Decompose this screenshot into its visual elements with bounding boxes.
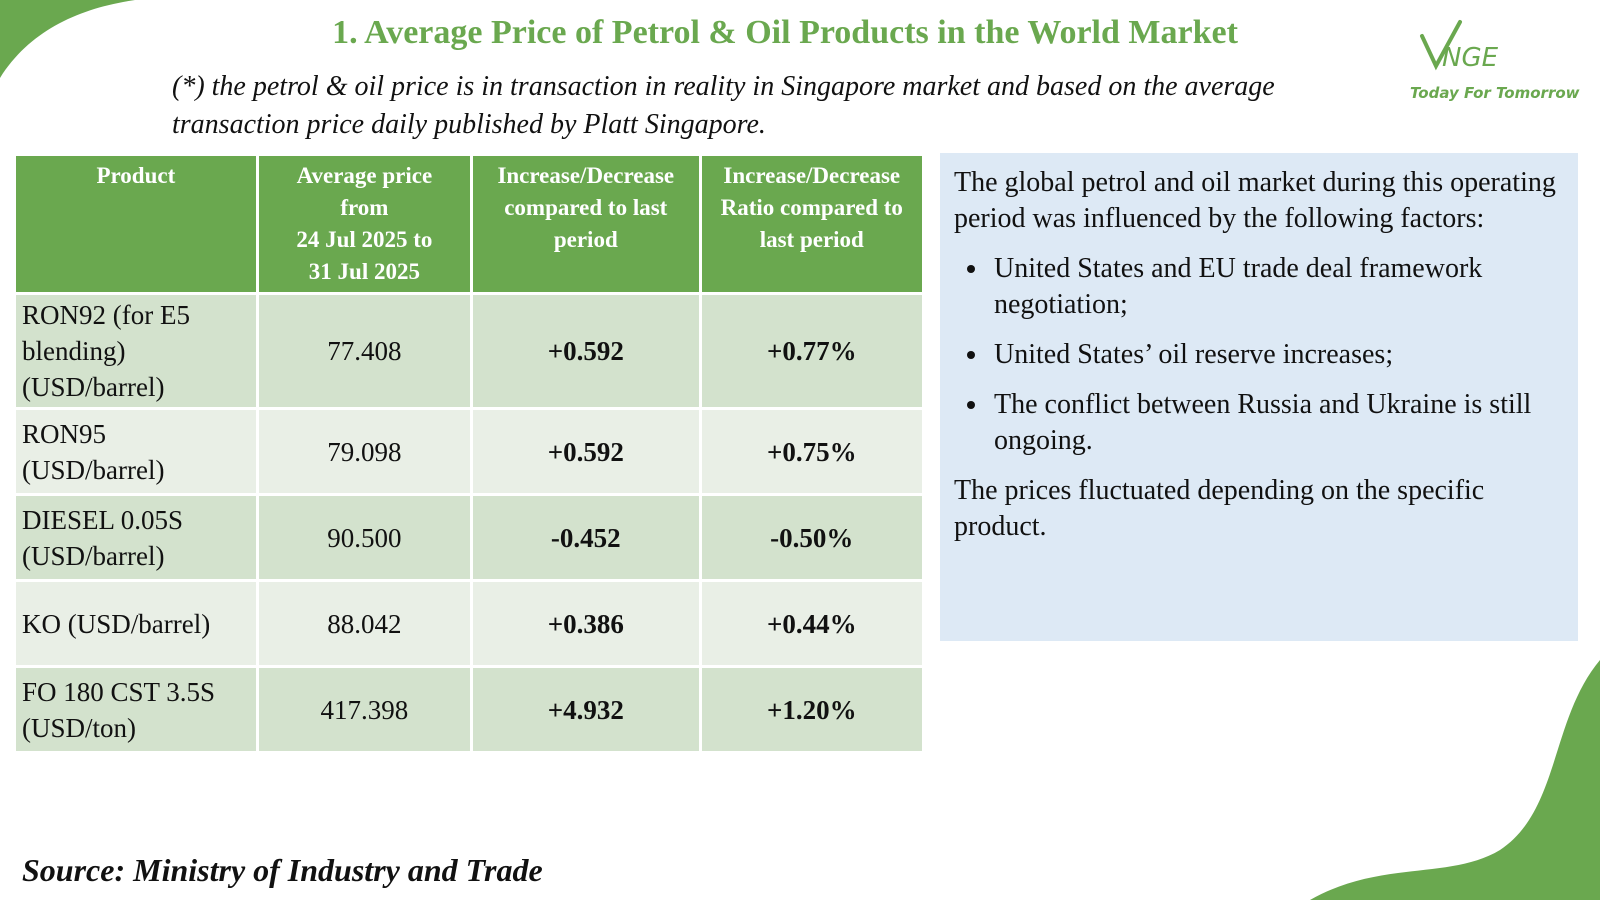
info-intro: The global petrol and oil market during … [954,167,1556,234]
ratio-cell: +1.20% [698,665,926,754]
info-outro: The prices fluctuated depending on the s… [954,475,1485,542]
price-cell: 88.042 [255,579,474,668]
source-note: Source: Ministry of Industry and Trade [22,852,543,888]
product-cell: DIESEL 0.05S (USD/barrel) [13,493,259,582]
table-row: RON95 (USD/barrel) 79.098 +0.592 +0.75% [13,407,926,496]
table-row: KO (USD/barrel) 88.042 +0.386 +0.44% [13,579,926,668]
factor-list: United States and EU trade deal framewor… [954,251,1564,459]
table-row: DIESEL 0.05S (USD/barrel) 90.500 -0.452 … [13,493,926,582]
price-cell: 90.500 [255,493,474,582]
price-table: Product Average price from 24 Jul 2025 t… [13,153,926,754]
ratio-cell: +0.44% [698,579,926,668]
header-average-line4: 31 Jul 2025 [308,259,420,284]
product-cell: RON95 (USD/barrel) [13,407,259,496]
ratio-cell: +0.75% [698,407,926,496]
price-cell: 79.098 [255,407,474,496]
market-factors-box: The global petrol and oil market during … [940,153,1578,641]
product-cell: FO 180 CST 3.5S (USD/ton) [13,665,259,754]
top-left-decoration [0,0,135,78]
factor-item: United States and EU trade deal framewor… [990,251,1564,323]
table-row: RON92 (for E5 blending) (USD/barrel) 77.… [13,292,926,410]
price-cell: 417.398 [255,665,474,754]
price-cell: 77.408 [255,292,474,410]
product-cell: RON92 (for E5 blending) (USD/barrel) [13,292,259,410]
ratio-cell: +0.77% [698,292,926,410]
change-cell: +0.386 [470,579,702,668]
page-title: 1. Average Price of Petrol & Oil Product… [332,14,1238,51]
logo-tagline: Today For Tomorrow [1410,84,1580,102]
header-average-line1: Average price [296,163,433,188]
page-subtitle: (*) the petrol & oil price is in transac… [172,71,1275,140]
header-ratio: Increase/Decrease Ratio compared to last… [698,153,926,295]
ratio-cell: -0.50% [698,493,926,582]
table-header-row: Product Average price from 24 Jul 2025 t… [13,153,926,295]
header-average-line3: 24 Jul 2025 to [296,227,433,252]
change-cell: +0.592 [470,407,702,496]
change-cell: +0.592 [470,292,702,410]
svg-text:NGE: NGE [1442,43,1499,73]
table-row: FO 180 CST 3.5S (USD/ton) 417.398 +4.932… [13,665,926,754]
factor-item: The conflict between Russia and Ukraine … [990,387,1564,459]
bottom-right-decoration [1310,660,1600,900]
change-cell: -0.452 [470,493,702,582]
factor-item: United States’ oil reserve increases; [990,337,1564,373]
header-product: Product [13,153,259,295]
header-average-price: Average price from 24 Jul 2025 to 31 Jul… [255,153,474,295]
header-average-line2: from [340,195,389,220]
logo-mark: NGE [1420,20,1499,73]
change-cell: +4.932 [470,665,702,754]
product-cell: KO (USD/barrel) [13,579,259,668]
header-change: Increase/Decrease compared to last perio… [470,153,702,295]
